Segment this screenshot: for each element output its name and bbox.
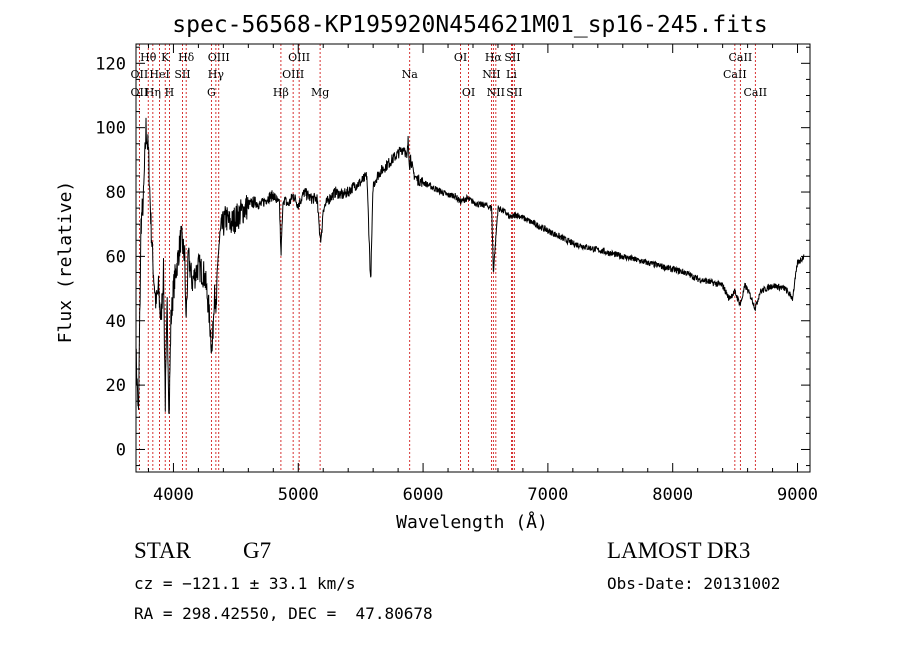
line-label: H	[165, 86, 175, 99]
line-label: OIII	[208, 51, 230, 64]
line-label: SII	[506, 86, 522, 99]
line-label: Hη	[145, 86, 161, 99]
y-tick-label: 80	[106, 183, 126, 203]
line-label: G	[207, 86, 216, 99]
object-class: STAR	[134, 538, 191, 563]
line-label: SII	[174, 68, 190, 81]
line-label: Hθ	[140, 51, 157, 64]
line-label: OI	[454, 51, 467, 64]
line-label: Hβ	[273, 86, 289, 99]
x-tick-label: 5000	[278, 485, 319, 505]
x-tick-label: 7000	[527, 485, 568, 505]
chart-title: spec-56568-KP195920N454621M01_sp16-245.f…	[172, 12, 767, 38]
y-axis-label: Flux (relative)	[55, 181, 76, 344]
spectrum-line	[135, 117, 805, 415]
line-label: SII	[504, 51, 520, 64]
line-label: CaII	[729, 51, 753, 64]
line-label: OIII	[282, 68, 304, 81]
line-label: NII	[482, 68, 500, 81]
line-label: Na	[402, 68, 419, 81]
y-tick-label: 40	[106, 312, 126, 332]
emission-line-markers	[138, 44, 756, 472]
line-label: Hγ	[208, 68, 225, 81]
line-label: Hδ	[178, 51, 195, 64]
line-label: OII	[131, 86, 149, 99]
line-label: Mg	[311, 86, 329, 99]
line-label: Li	[506, 68, 517, 81]
line-label: Hα	[485, 51, 503, 64]
line-label: K	[161, 51, 170, 64]
emission-line-labels: OII OII Hθ Hη HeI K H SII Hδ G Hγ OIII Hβ OIII OIII Mg N…	[131, 51, 768, 99]
y-axis-ticks: 0 20 40 60 80 100 120	[95, 46, 810, 467]
x-tick-label: 6000	[403, 485, 444, 505]
y-tick-label: 120	[95, 54, 126, 74]
line-label: OI	[462, 86, 475, 99]
x-tick-label: 9000	[777, 485, 818, 505]
y-tick-label: 100	[95, 119, 126, 139]
coordinates: RA = 298.42550, DEC = 47.80678	[134, 604, 433, 623]
y-tick-label: 20	[106, 376, 126, 396]
line-label: OII	[131, 68, 149, 81]
observation-date: Obs-Date: 20131002	[607, 574, 781, 593]
line-label: CaII	[723, 68, 747, 81]
line-label: CaII	[743, 86, 767, 99]
line-label: NII	[487, 86, 505, 99]
x-axis-label: Wavelength (Å)	[396, 511, 548, 533]
line-label: HeI	[149, 68, 169, 81]
object-subclass: G7	[243, 538, 272, 563]
line-label: OIII	[288, 51, 310, 64]
x-tick-label: 4000	[153, 485, 194, 505]
y-tick-label: 0	[116, 440, 126, 460]
survey-name: LAMOST DR3	[607, 538, 751, 563]
plot-frame	[135, 43, 811, 473]
y-tick-label: 60	[106, 247, 126, 267]
x-axis-ticks: 4000 5000 6000 7000 8000 9000	[147, 44, 818, 505]
redshift-cz: cz = −121.1 ± 33.1 km/s	[134, 574, 356, 593]
x-tick-label: 8000	[652, 485, 693, 505]
